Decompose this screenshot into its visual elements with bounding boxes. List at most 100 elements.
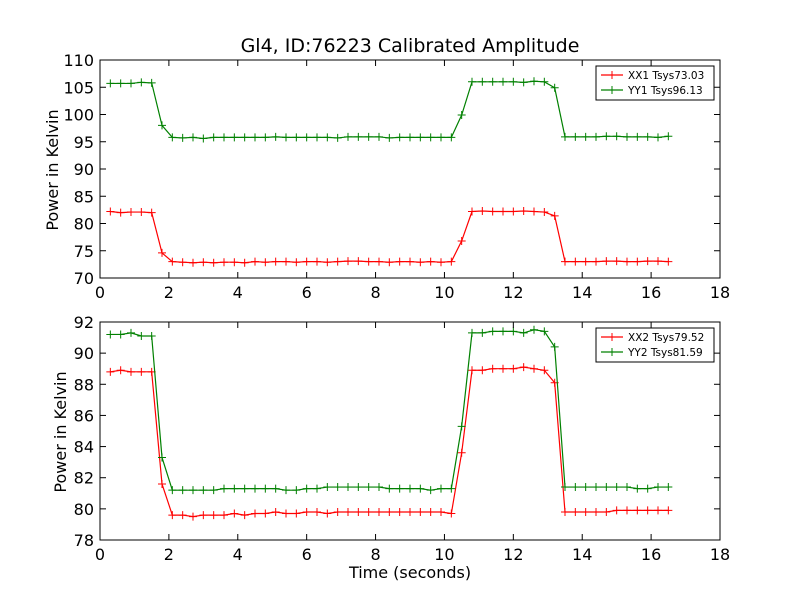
data-point — [561, 507, 569, 516]
data-point — [282, 509, 290, 518]
data-point — [302, 133, 311, 142]
data-point — [488, 77, 497, 86]
data-point — [602, 483, 611, 492]
x-tick-label: 12 — [503, 545, 523, 564]
data-point — [147, 78, 156, 87]
data-point — [168, 133, 177, 142]
y-tick-label: 85 — [74, 187, 94, 206]
data-point — [519, 78, 528, 87]
legend-marker — [608, 71, 616, 79]
data-point — [519, 328, 528, 337]
data-point — [147, 332, 156, 341]
data-point — [643, 484, 652, 493]
data-point — [364, 483, 373, 492]
data-point — [199, 134, 208, 143]
y-tick-label: 80 — [74, 215, 94, 234]
y-tick-label: 75 — [74, 242, 94, 261]
data-point — [416, 133, 425, 142]
x-tick-label: 0 — [95, 545, 105, 564]
data-point — [344, 257, 352, 266]
data-point — [643, 257, 652, 266]
data-point — [375, 132, 383, 141]
data-point — [426, 133, 435, 142]
data-point — [540, 77, 549, 86]
data-point — [581, 257, 590, 266]
data-point — [354, 257, 363, 266]
data-point — [302, 484, 311, 493]
data-point — [323, 258, 332, 267]
data-point — [178, 133, 187, 142]
data-point — [612, 257, 621, 266]
y-tick-label: 70 — [74, 269, 94, 288]
data-point — [416, 258, 425, 267]
data-point — [209, 133, 218, 142]
data-point — [592, 132, 600, 141]
data-point — [116, 366, 125, 375]
data-point — [468, 328, 476, 337]
data-point — [550, 342, 559, 351]
legend-box — [595, 65, 715, 101]
data-point — [230, 509, 239, 518]
data-point — [137, 208, 146, 217]
series-line-2 — [110, 329, 669, 491]
data-point — [354, 483, 363, 492]
y-tick-label: 86 — [74, 406, 94, 425]
data-point — [220, 484, 228, 493]
data-point — [519, 363, 528, 372]
data-point — [395, 257, 404, 266]
data-point — [447, 133, 456, 142]
data-point — [271, 507, 280, 516]
x-tick-label: 4 — [233, 283, 243, 302]
data-point — [499, 207, 507, 216]
data-point — [168, 257, 177, 266]
data-point — [251, 133, 259, 142]
data-point — [189, 486, 197, 495]
x-tick-label: 14 — [572, 283, 592, 302]
data-point — [116, 330, 125, 339]
data-point — [302, 507, 311, 516]
data-point — [199, 258, 208, 267]
data-point — [292, 258, 301, 267]
data-point — [478, 77, 487, 86]
x-tick-label: 16 — [641, 283, 661, 302]
data-point — [385, 484, 394, 493]
data-point — [158, 453, 166, 462]
data-point — [437, 133, 445, 142]
data-point — [592, 257, 600, 266]
data-point — [592, 483, 600, 492]
series-line-1 — [110, 366, 669, 518]
data-point — [426, 486, 435, 495]
data-point — [499, 327, 507, 336]
y-tick-label: 90 — [74, 344, 94, 363]
data-point — [664, 483, 673, 492]
data-point — [602, 507, 611, 516]
data-point — [633, 257, 642, 266]
legend-box — [595, 327, 715, 363]
data-point — [416, 484, 425, 493]
y-tick-label: 80 — [74, 500, 94, 519]
data-point — [240, 484, 249, 493]
data-point — [333, 257, 342, 266]
data-point — [530, 207, 538, 216]
data-point — [612, 132, 621, 141]
data-point — [395, 133, 404, 142]
data-point — [189, 512, 197, 521]
data-point — [426, 507, 435, 516]
y-tick-label: 84 — [74, 438, 94, 457]
data-point — [168, 486, 177, 495]
data-point — [354, 507, 363, 516]
data-point — [612, 483, 621, 492]
data-point — [488, 327, 497, 336]
legend-marker — [608, 86, 616, 94]
data-point — [178, 258, 187, 267]
data-point — [261, 258, 270, 267]
y-tick-label: 110 — [63, 51, 94, 70]
data-point — [251, 257, 259, 266]
series-line-1 — [110, 210, 669, 264]
data-point — [468, 366, 476, 375]
data-point — [344, 483, 352, 492]
y-tick-label: 82 — [74, 469, 94, 488]
data-point — [457, 422, 466, 431]
data-point — [116, 208, 125, 217]
